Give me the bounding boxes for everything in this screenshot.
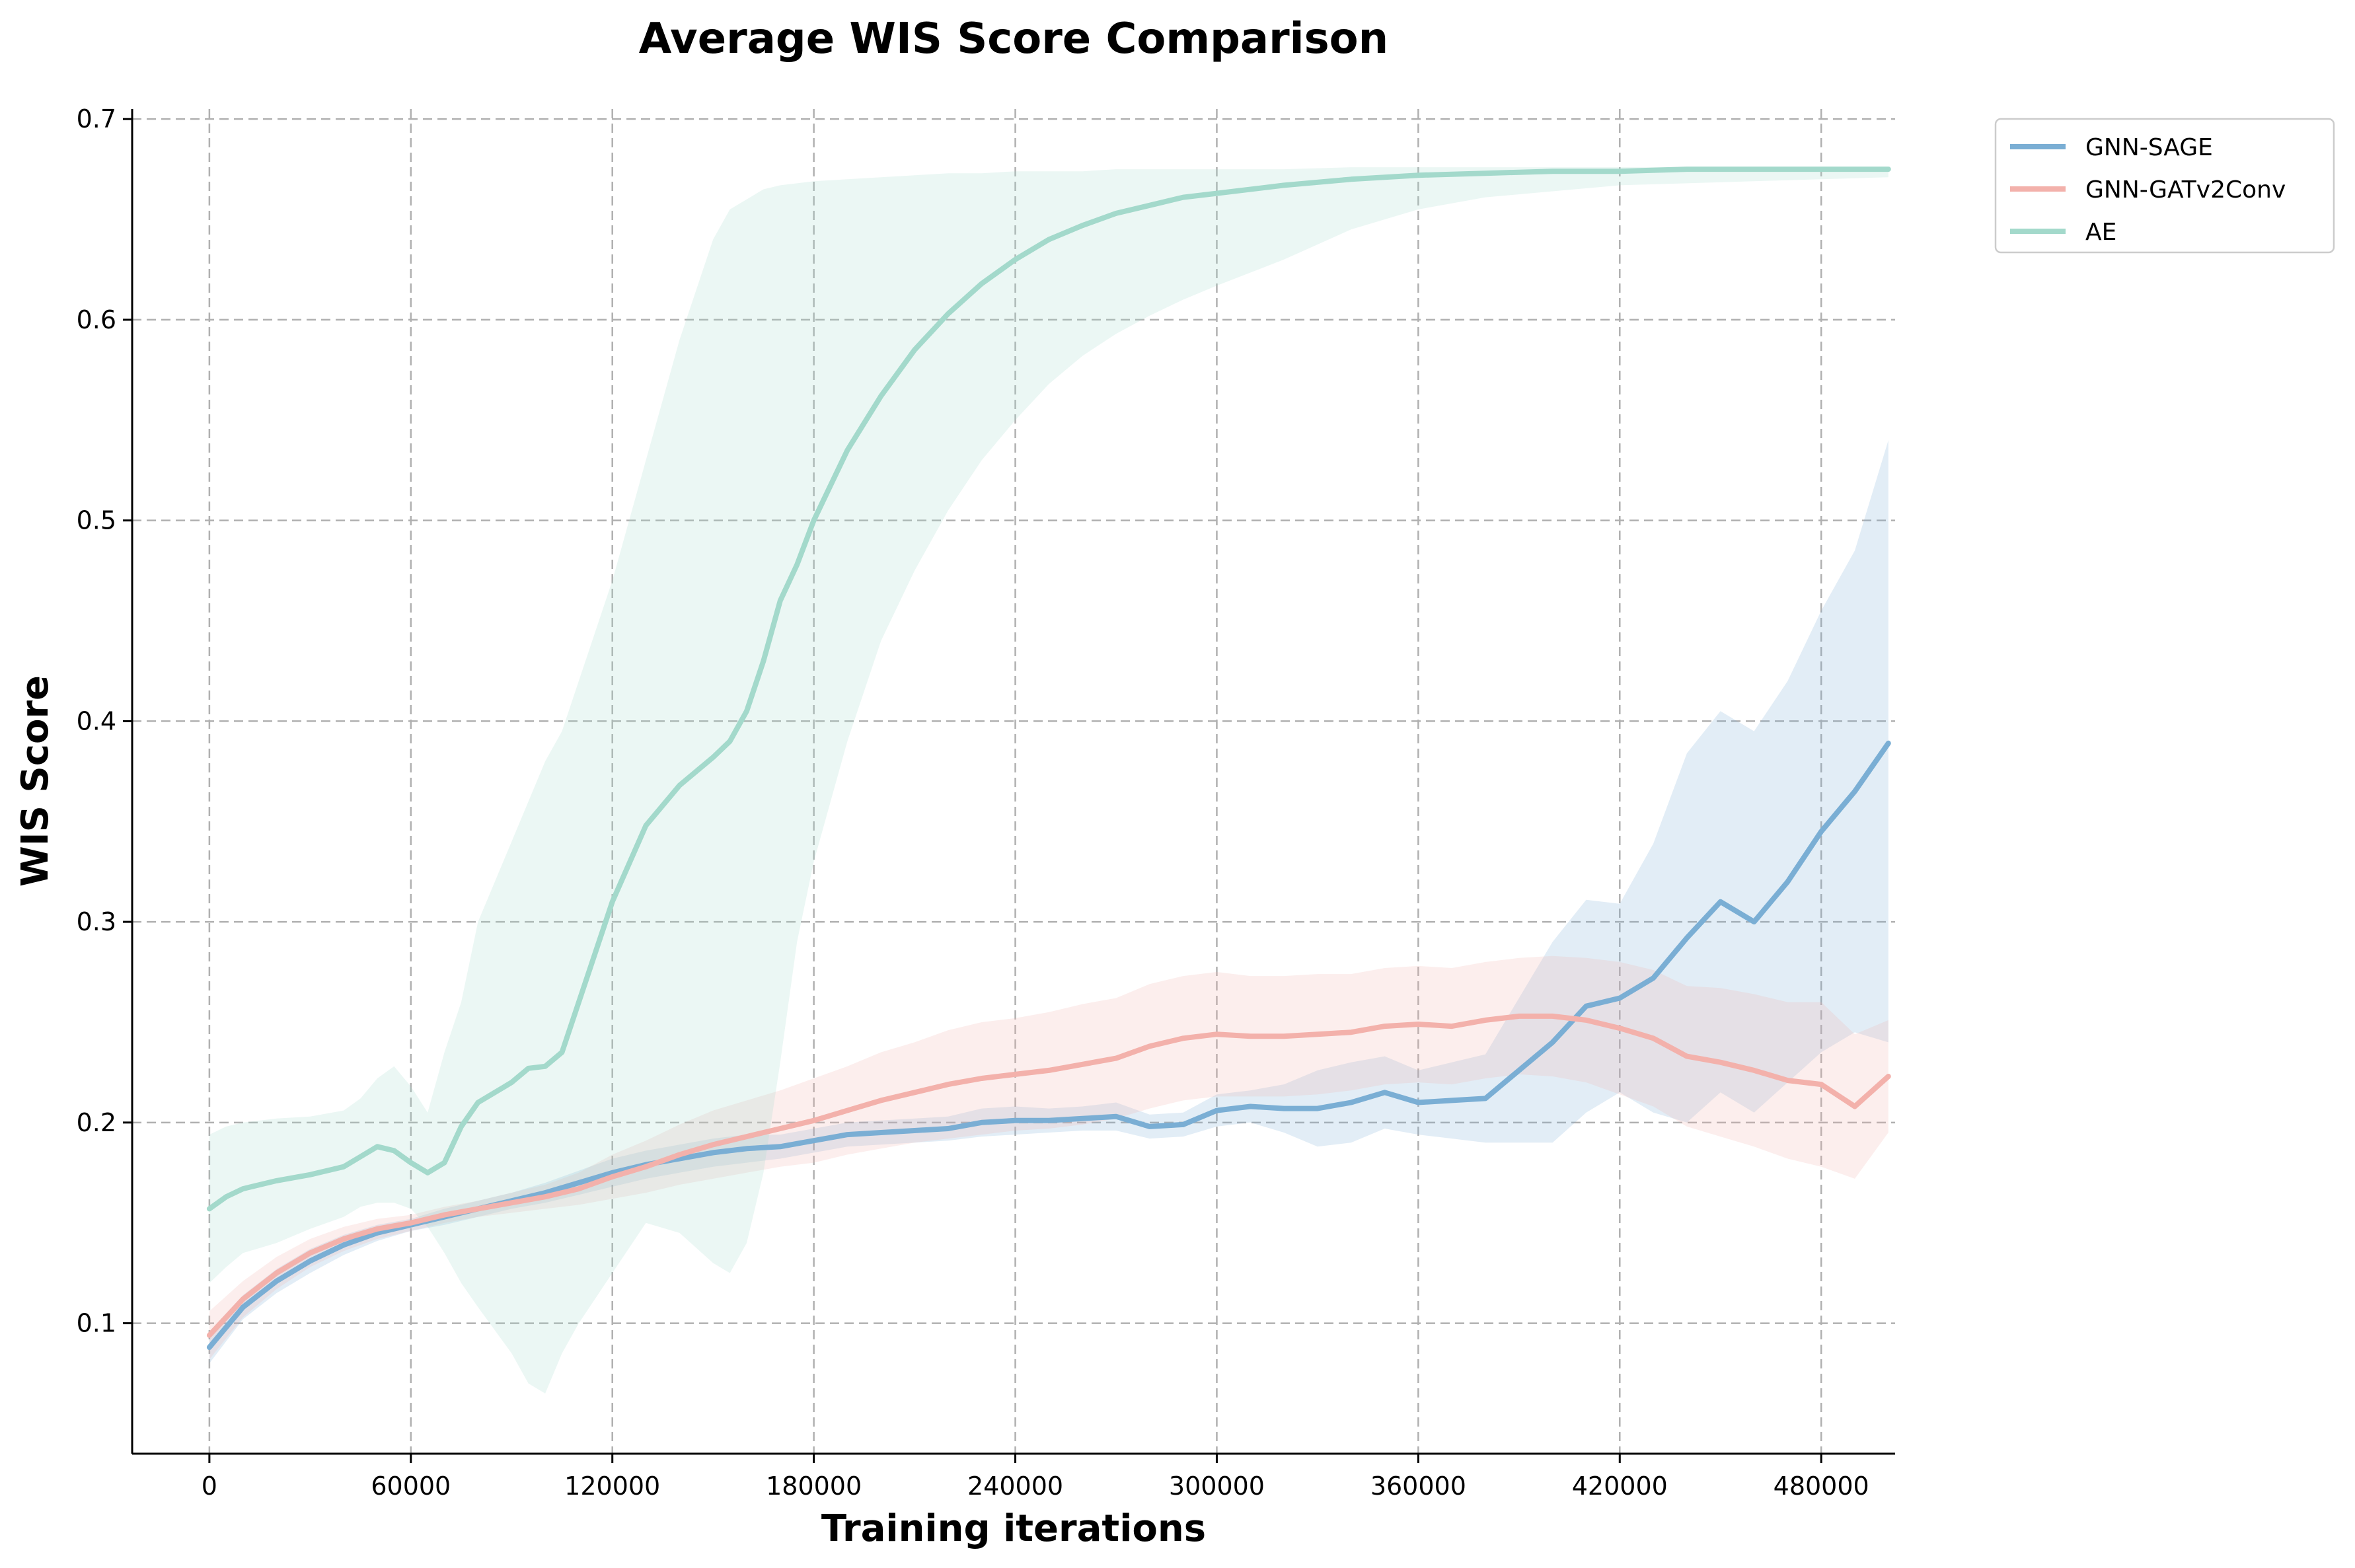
legend: GNN-SAGE GNN-GATv2Conv AE [1994,118,2335,254]
confidence-bands [209,167,1888,1394]
y-tick-label: 0.6 [77,305,116,334]
series-lines [206,167,1891,1350]
x-tick-label: 420000 [1572,1472,1668,1501]
y-tick-label: 0.5 [77,506,116,535]
chart-title: Average WIS Score Comparison [639,15,1388,63]
x-tick-label: 360000 [1370,1472,1466,1501]
x-tick-label: 300000 [1169,1472,1265,1501]
grid-layer [132,109,1895,1454]
legend-label-gnn-sage: GNN-SAGE [2085,134,2213,161]
gnn-gatv2conv-band [209,955,1888,1360]
y-tick-label: 0.4 [77,706,116,735]
y-tick-label: 0.2 [77,1108,116,1137]
x-tick-label: 240000 [967,1472,1063,1501]
y-tick-label: 0.1 [77,1309,116,1338]
x-tick-label: 480000 [1774,1472,1869,1501]
legend-box [1994,118,2335,254]
x-tick-label: 0 [202,1472,217,1501]
x-tick-label: 60000 [371,1472,451,1501]
y-axis-label: WIS Score [14,675,57,887]
tick-labels: 0 60000 120000 180000 240000 300000 360000 4200… [77,104,1869,1501]
y-tick-label: 0.7 [77,104,116,133]
ae-band [209,167,1888,1394]
x-axis-label: Training iterations [821,1507,1206,1550]
legend-label-ae: AE [2085,219,2116,246]
axes [131,109,1895,1455]
gnn-gatv2conv-line [206,1013,1891,1338]
legend-label-gnn-gatv2conv: GNN-GATv2Conv [2085,176,2286,204]
gnn-sage-band [209,440,1888,1364]
y-tick-label: 0.3 [77,907,116,936]
ae-line [206,167,1891,1212]
x-tick-label: 180000 [766,1472,862,1501]
x-tick-label: 120000 [564,1472,660,1501]
